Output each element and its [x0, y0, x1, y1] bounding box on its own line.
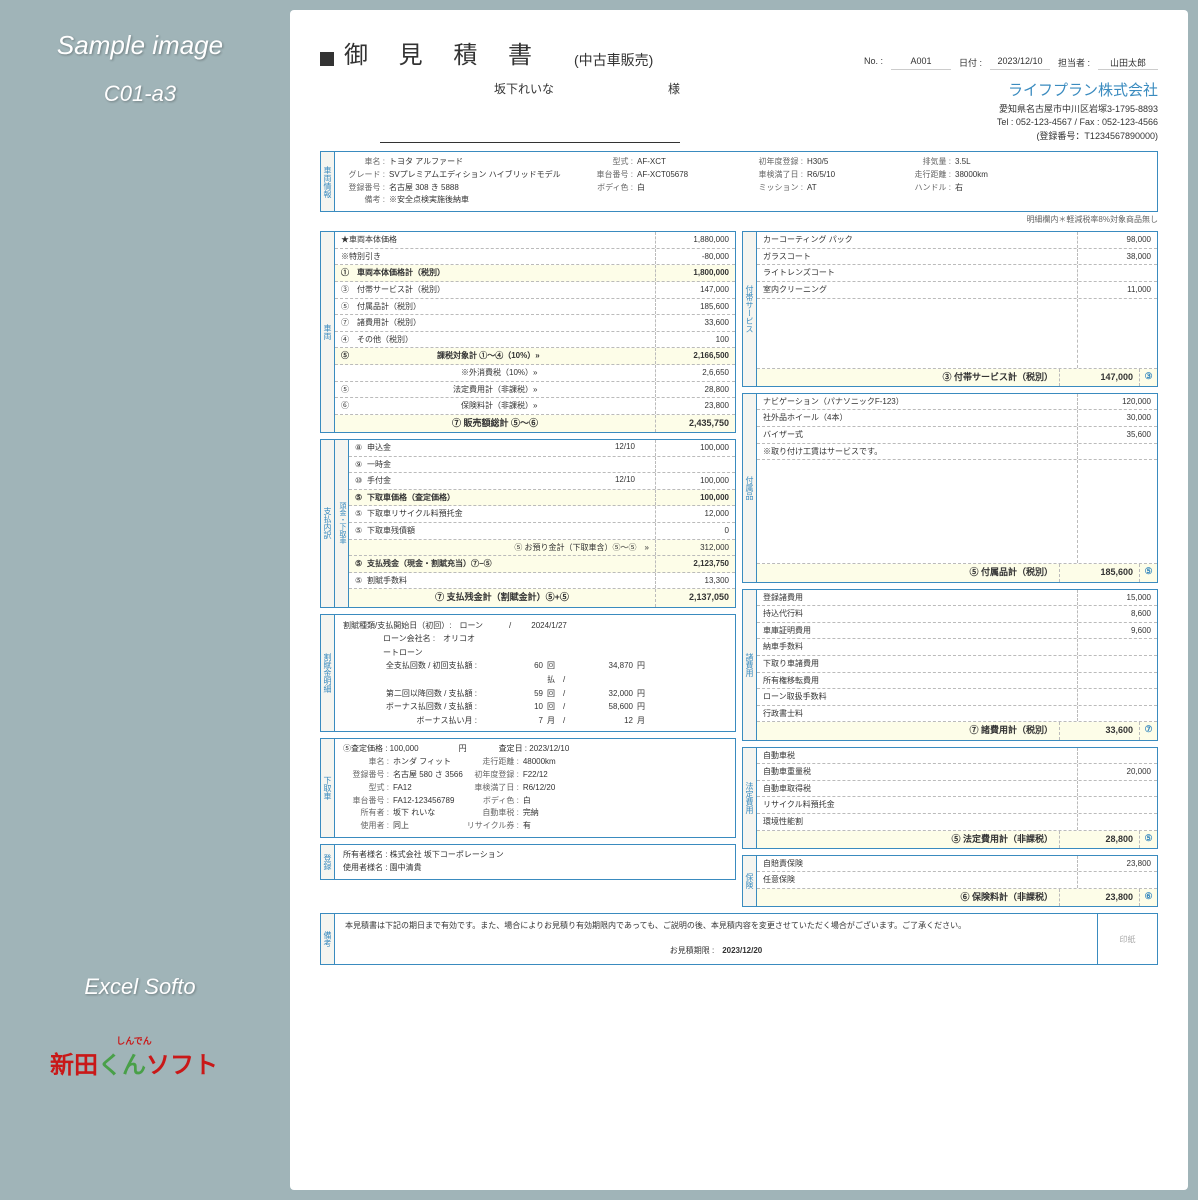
- sidebar: Sample image C01-a3 Excel Softo しんでん 新田く…: [0, 0, 280, 1200]
- main-grid: 車両 ★車両本体価格1,880,000 ※特別引き-80,000 ① 車両本体価…: [320, 231, 1158, 907]
- doc-subtitle: (中古車販売): [574, 50, 653, 70]
- service-box: 付帯サービス カーコーティング パック98,000 ガラスコート38,000 ラ…: [742, 231, 1158, 387]
- insurance-box: 保険 自賠責保険23,800 任意保険 ⑥ 保険料計（非課税）23,800⑥: [742, 855, 1158, 907]
- tax-note: 明細欄内＊軽減税率8%対象商品無し: [320, 214, 1158, 225]
- document: 御 見 積 書 (中古車販売) No. :A001 日付 :2023/12/10…: [290, 10, 1188, 1190]
- vehicle-info-box: 車両情報 車名 :トヨタ アルファード 型式 :AF-XCT 初年度登録 :H3…: [320, 151, 1158, 212]
- sample-id: C01-a3: [20, 81, 260, 107]
- header: 御 見 積 書 (中古車販売) No. :A001 日付 :2023/12/10…: [320, 35, 1158, 70]
- tradein-box: 下取車 ⑤査定価格 : 100,000 円 査定日 : 2023/12/10 車…: [320, 738, 736, 838]
- customer-name: 坂下れいな 様: [380, 80, 680, 143]
- company-info: ライフプラン株式会社 愛知県名古屋市中川区岩塚3-1795-8893 Tel :…: [997, 80, 1158, 143]
- loan-box: 割賦金明細 割賦種類/支払開始日（初回）: ローン/2024/1/27 ローン会…: [320, 614, 736, 733]
- seal-area: 印紙: [1097, 914, 1157, 964]
- accessory-box: 付属品 ナビゲーション（パナソニックF-123）120,000 社外品ホイール（…: [742, 393, 1158, 583]
- customer-company-row: 坂下れいな 様 ライフプラン株式会社 愛知県名古屋市中川区岩塚3-1795-88…: [320, 80, 1158, 143]
- payment-box: 支払内訳 頭金・下取車 ⑧申込金12/10100,000 ⑨一時金 ⑩手付金12…: [320, 439, 736, 608]
- title-square-icon: [320, 52, 334, 66]
- sample-label: Sample image: [20, 30, 260, 61]
- brand-label: Excel Softo: [0, 974, 280, 1000]
- logo: しんでん 新田くんソフト: [50, 1037, 218, 1080]
- header-meta: No. :A001 日付 :2023/12/10 担当者 :山田太郎: [864, 56, 1158, 70]
- registration-box: 登録 所有者様名 : 株式会社 坂下コーポレーション 使用者様名 : 園中清貴: [320, 844, 736, 880]
- doc-title: 御 見 積 書: [344, 35, 544, 70]
- fees-box: 諸費用 登録諸費用15,000 持込代行料8,600 車庫証明費用9,600 納…: [742, 589, 1158, 741]
- vehicle-price-box: 車両 ★車両本体価格1,880,000 ※特別引き-80,000 ① 車両本体価…: [320, 231, 736, 433]
- right-column: 付帯サービス カーコーティング パック98,000 ガラスコート38,000 ラ…: [742, 231, 1158, 907]
- footer-box: 備考 本見積書は下記の期日まで有効です。また、場合によりお見積り有効期限内であっ…: [320, 913, 1158, 965]
- left-column: 車両 ★車両本体価格1,880,000 ※特別引き-80,000 ① 車両本体価…: [320, 231, 736, 907]
- legal-box: 法定費用 自動車税 自動車重量税20,000 自動車取得税 リサイクル料預托金 …: [742, 747, 1158, 849]
